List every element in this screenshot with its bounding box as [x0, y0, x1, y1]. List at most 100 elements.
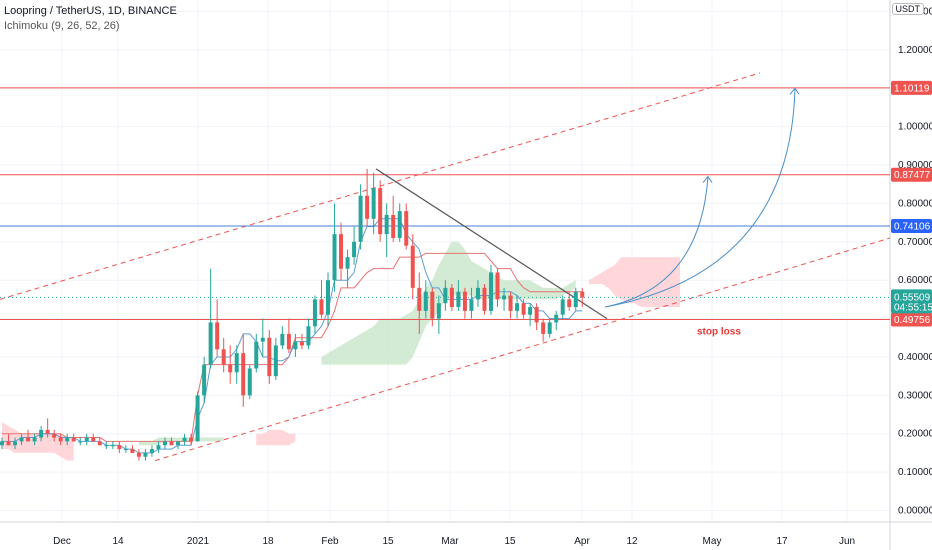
- candle-body: [332, 234, 337, 281]
- candle-body: [26, 437, 31, 442]
- candle-body: [65, 437, 70, 442]
- candle-body: [228, 364, 233, 373]
- candle-body: [215, 322, 220, 350]
- candle-body: [39, 429, 44, 438]
- cloud-red-1: [2, 422, 74, 461]
- candle-body: [6, 441, 11, 446]
- candle-body: [130, 449, 135, 453]
- x-tick-label: Dec: [53, 536, 71, 547]
- x-tick-label: 18: [262, 536, 274, 547]
- currency-label[interactable]: USDT: [891, 3, 924, 15]
- level-tag: [891, 80, 932, 95]
- cloud-red-2: [256, 429, 296, 446]
- x-tick-label: Jun: [839, 536, 855, 547]
- candle-body: [417, 287, 422, 311]
- y-tick-label: 0.70000: [898, 237, 932, 248]
- candle-body: [136, 452, 141, 457]
- last-price-value: 0.55509: [894, 292, 931, 303]
- candle-body: [143, 452, 148, 457]
- projection-arc-1: [604, 176, 709, 308]
- candle-body: [352, 241, 357, 258]
- x-tick-label: 17: [776, 536, 788, 547]
- candle-body: [0, 441, 4, 446]
- x-tick-label: 12: [626, 536, 638, 547]
- candle-body: [260, 337, 265, 342]
- candle-body: [195, 395, 200, 442]
- candle-body: [410, 245, 415, 288]
- candle-body: [436, 303, 441, 319]
- candle-body: [19, 437, 24, 442]
- y-tick-label: 0.30000: [898, 390, 932, 401]
- candle-body: [404, 211, 409, 246]
- level-tag: [891, 167, 932, 182]
- candle-body: [430, 291, 435, 319]
- candle-body: [91, 437, 96, 442]
- last-price-tag: [891, 289, 932, 314]
- candle-body: [534, 307, 539, 323]
- x-tick-label: 15: [504, 536, 516, 547]
- indicator-label[interactable]: Ichimoku (9, 26, 52, 26): [4, 20, 120, 32]
- candle-body: [508, 295, 513, 311]
- candle-body: [371, 188, 376, 219]
- candle-body: [97, 441, 102, 446]
- candle-body: [423, 291, 428, 311]
- candle-body: [117, 445, 122, 450]
- candle-body: [489, 272, 493, 311]
- candle-body: [397, 211, 402, 238]
- candle-body: [52, 433, 57, 438]
- candle-body: [254, 341, 259, 369]
- candle-body: [306, 326, 311, 346]
- symbol-title[interactable]: Loopring / TetherUS, 1D, BINANCE: [4, 5, 177, 17]
- level-tag-text: 0.49756: [894, 315, 931, 326]
- candle-body: [221, 349, 226, 365]
- candle-body: [32, 437, 37, 442]
- candle-body: [293, 341, 298, 350]
- candle-body: [365, 195, 370, 219]
- candle-body: [84, 437, 89, 442]
- chart-legend: Loopring / TetherUS, 1D, BINANCE Ichimok…: [4, 4, 177, 34]
- stop-loss-note: stop loss: [697, 326, 741, 337]
- candle-body: [110, 445, 115, 447]
- x-tick-label: May: [703, 536, 722, 547]
- arrow-head-1: [702, 175, 713, 183]
- x-tick-label: 14: [112, 536, 124, 547]
- candle-body: [456, 291, 461, 308]
- y-tick-label: 0.40000: [898, 352, 932, 363]
- arrow-head-2: [789, 87, 800, 95]
- candle-body: [45, 429, 50, 434]
- candle-body: [123, 449, 128, 451]
- cloud-red-3: [588, 257, 681, 308]
- candle-body: [299, 341, 304, 346]
- y-tick-label: 1.20000: [898, 45, 932, 56]
- candle-body: [502, 295, 507, 300]
- candle-body: [515, 303, 520, 311]
- y-tick-label: 0.00000: [898, 505, 932, 516]
- candle-body: [449, 287, 454, 308]
- candle-body: [482, 287, 487, 311]
- y-tick-label: 0.20000: [898, 429, 932, 440]
- channel-lower-line: [154, 237, 891, 462]
- kijun-line: [2, 252, 583, 442]
- candle-body: [378, 188, 383, 235]
- candle-body: [443, 287, 448, 304]
- x-tick-label: Apr: [574, 536, 590, 547]
- candle-body: [495, 272, 500, 300]
- candle-body: [241, 353, 246, 396]
- candle-body: [156, 445, 161, 450]
- candle-body: [149, 449, 154, 453]
- descending-trendline: [375, 168, 608, 320]
- level-tag: [891, 312, 932, 327]
- y-tick-label: 0.60000: [898, 275, 932, 286]
- candle-body: [58, 437, 63, 442]
- candle-body: [208, 322, 213, 365]
- y-tick-label: 1.00000: [898, 122, 932, 133]
- last-price-countdown: 04:55:15: [894, 302, 932, 313]
- candle-body: [163, 441, 167, 446]
- level-tag-text: 0.87477: [894, 170, 931, 181]
- candle-body: [267, 337, 272, 377]
- candle-body: [286, 333, 291, 350]
- candle-body: [384, 214, 389, 235]
- cloud-green-2: [321, 241, 576, 365]
- candle-body: [560, 299, 565, 315]
